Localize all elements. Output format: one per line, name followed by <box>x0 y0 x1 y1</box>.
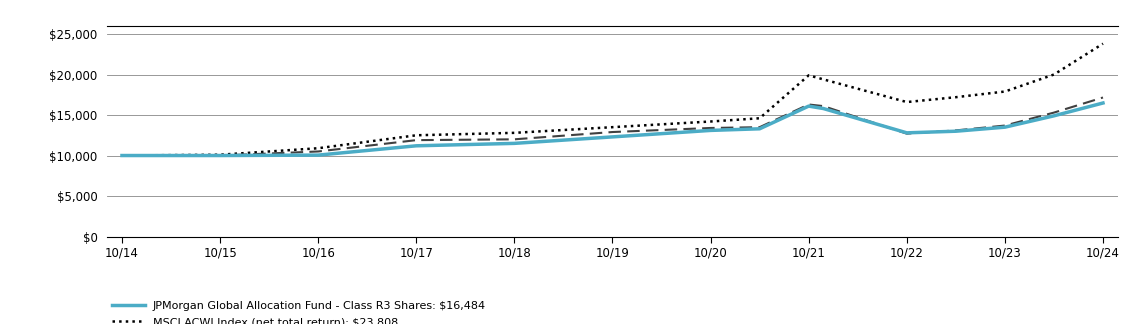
60% MSCI ACWI Index (net total return) / 40% Bloomberg Global Aggregate ex China
Index-Unhedged USD: $17,163: (7.15, 1.61e+04): $17,163: (7.15, 1.61e+04) <box>816 104 830 108</box>
JPMorgan Global Allocation Fund - Class R3 Shares: $16,484: (9.5, 1.49e+04): $16,484: (9.5, 1.49e+04) <box>1048 114 1061 118</box>
JPMorgan Global Allocation Fund - Class R3 Shares: $16,484: (9, 1.35e+04): $16,484: (9, 1.35e+04) <box>998 125 1012 129</box>
60% MSCI ACWI Index (net total return) / 40% Bloomberg Global Aggregate ex China
Index-Unhedged USD: $17,163: (5, 1.29e+04): $17,163: (5, 1.29e+04) <box>606 130 620 134</box>
JPMorgan Global Allocation Fund - Class R3 Shares: $16,484: (3, 1.12e+04): $16,484: (3, 1.12e+04) <box>410 144 423 148</box>
60% MSCI ACWI Index (net total return) / 40% Bloomberg Global Aggregate ex China
Index-Unhedged USD: $17,163: (0, 1e+04): $17,163: (0, 1e+04) <box>115 154 129 157</box>
60% MSCI ACWI Index (net total return) / 40% Bloomberg Global Aggregate ex China
Index-Unhedged USD: $17,163: (3, 1.19e+04): $17,163: (3, 1.19e+04) <box>410 138 423 142</box>
JPMorgan Global Allocation Fund - Class R3 Shares: $16,484: (7.15, 1.58e+04): $16,484: (7.15, 1.58e+04) <box>816 107 830 110</box>
MSCI ACWI Index (net total return): $23,808: (6.5, 1.46e+04): $23,808: (6.5, 1.46e+04) <box>753 116 767 120</box>
MSCI ACWI Index (net total return): $23,808: (3, 1.25e+04): $23,808: (3, 1.25e+04) <box>410 133 423 137</box>
MSCI ACWI Index (net total return): $23,808: (9, 1.79e+04): $23,808: (9, 1.79e+04) <box>998 89 1012 93</box>
MSCI ACWI Index (net total return): $23,808: (6, 1.42e+04): $23,808: (6, 1.42e+04) <box>703 120 717 123</box>
60% MSCI ACWI Index (net total return) / 40% Bloomberg Global Aggregate ex China
Index-Unhedged USD: $17,163: (10, 1.72e+04): $17,163: (10, 1.72e+04) <box>1096 96 1110 99</box>
MSCI ACWI Index (net total return): $23,808: (2, 1.09e+04): $23,808: (2, 1.09e+04) <box>312 146 325 150</box>
MSCI ACWI Index (net total return): $23,808: (0, 1e+04): $23,808: (0, 1e+04) <box>115 154 129 157</box>
JPMorgan Global Allocation Fund - Class R3 Shares: $16,484: (7, 1.61e+04): $16,484: (7, 1.61e+04) <box>802 104 815 108</box>
60% MSCI ACWI Index (net total return) / 40% Bloomberg Global Aggregate ex China
Index-Unhedged USD: $17,163: (4, 1.2e+04): $17,163: (4, 1.2e+04) <box>508 137 522 141</box>
60% MSCI ACWI Index (net total return) / 40% Bloomberg Global Aggregate ex China
Index-Unhedged USD: $17,163: (6, 1.34e+04): $17,163: (6, 1.34e+04) <box>703 126 717 130</box>
MSCI ACWI Index (net total return): $23,808: (8.5, 1.72e+04): $23,808: (8.5, 1.72e+04) <box>949 95 963 99</box>
JPMorgan Global Allocation Fund - Class R3 Shares: $16,484: (5, 1.23e+04): $16,484: (5, 1.23e+04) <box>606 135 620 139</box>
Line: JPMorgan Global Allocation Fund - Class R3 Shares: $16,484: JPMorgan Global Allocation Fund - Class … <box>122 103 1103 156</box>
60% MSCI ACWI Index (net total return) / 40% Bloomberg Global Aggregate ex China
Index-Unhedged USD: $17,163: (8, 1.27e+04): $17,163: (8, 1.27e+04) <box>900 132 913 135</box>
MSCI ACWI Index (net total return): $23,808: (10, 2.38e+04): $23,808: (10, 2.38e+04) <box>1096 42 1110 46</box>
Legend: JPMorgan Global Allocation Fund - Class R3 Shares: $16,484, MSCI ACWI Index (net: JPMorgan Global Allocation Fund - Class … <box>107 295 630 324</box>
60% MSCI ACWI Index (net total return) / 40% Bloomberg Global Aggregate ex China
Index-Unhedged USD: $17,163: (7, 1.63e+04): $17,163: (7, 1.63e+04) <box>802 102 815 106</box>
JPMorgan Global Allocation Fund - Class R3 Shares: $16,484: (2, 1e+04): $16,484: (2, 1e+04) <box>312 153 325 157</box>
60% MSCI ACWI Index (net total return) / 40% Bloomberg Global Aggregate ex China
Index-Unhedged USD: $17,163: (1, 1e+04): $17,163: (1, 1e+04) <box>213 154 227 157</box>
JPMorgan Global Allocation Fund - Class R3 Shares: $16,484: (8.5, 1.3e+04): $16,484: (8.5, 1.3e+04) <box>949 129 963 133</box>
60% MSCI ACWI Index (net total return) / 40% Bloomberg Global Aggregate ex China
Index-Unhedged USD: $17,163: (6.5, 1.35e+04): $17,163: (6.5, 1.35e+04) <box>753 125 767 129</box>
Line: 60% MSCI ACWI Index (net total return) / 40% Bloomberg Global Aggregate ex China
Index-Unhedged USD: $17,163: 60% MSCI ACWI Index (net total return) /… <box>122 98 1103 156</box>
JPMorgan Global Allocation Fund - Class R3 Shares: $16,484: (10, 1.65e+04): $16,484: (10, 1.65e+04) <box>1096 101 1110 105</box>
JPMorgan Global Allocation Fund - Class R3 Shares: $16,484: (6.5, 1.33e+04): $16,484: (6.5, 1.33e+04) <box>753 127 767 131</box>
60% MSCI ACWI Index (net total return) / 40% Bloomberg Global Aggregate ex China
Index-Unhedged USD: $17,163: (2, 1.05e+04): $17,163: (2, 1.05e+04) <box>312 149 325 153</box>
Line: MSCI ACWI Index (net total return): $23,808: MSCI ACWI Index (net total return): $23,… <box>122 44 1103 156</box>
JPMorgan Global Allocation Fund - Class R3 Shares: $16,484: (8, 1.28e+04): $16,484: (8, 1.28e+04) <box>900 131 913 135</box>
MSCI ACWI Index (net total return): $23,808: (9.5, 2e+04): $23,808: (9.5, 2e+04) <box>1048 73 1061 76</box>
JPMorgan Global Allocation Fund - Class R3 Shares: $16,484: (4, 1.15e+04): $16,484: (4, 1.15e+04) <box>508 141 522 145</box>
JPMorgan Global Allocation Fund - Class R3 Shares: $16,484: (1, 1e+04): $16,484: (1, 1e+04) <box>213 154 227 157</box>
MSCI ACWI Index (net total return): $23,808: (7, 1.99e+04): $23,808: (7, 1.99e+04) <box>802 74 815 77</box>
JPMorgan Global Allocation Fund - Class R3 Shares: $16,484: (6, 1.31e+04): $16,484: (6, 1.31e+04) <box>703 128 717 132</box>
MSCI ACWI Index (net total return): $23,808: (8, 1.66e+04): $23,808: (8, 1.66e+04) <box>900 100 913 104</box>
MSCI ACWI Index (net total return): $23,808: (7.15, 1.94e+04): $23,808: (7.15, 1.94e+04) <box>816 77 830 81</box>
MSCI ACWI Index (net total return): $23,808: (4, 1.28e+04): $23,808: (4, 1.28e+04) <box>508 131 522 135</box>
MSCI ACWI Index (net total return): $23,808: (5, 1.35e+04): $23,808: (5, 1.35e+04) <box>606 125 620 129</box>
60% MSCI ACWI Index (net total return) / 40% Bloomberg Global Aggregate ex China
Index-Unhedged USD: $17,163: (8.5, 1.31e+04): $17,163: (8.5, 1.31e+04) <box>949 128 963 132</box>
MSCI ACWI Index (net total return): $23,808: (1, 1.01e+04): $23,808: (1, 1.01e+04) <box>213 153 227 156</box>
JPMorgan Global Allocation Fund - Class R3 Shares: $16,484: (0, 1e+04): $16,484: (0, 1e+04) <box>115 154 129 157</box>
60% MSCI ACWI Index (net total return) / 40% Bloomberg Global Aggregate ex China
Index-Unhedged USD: $17,163: (9.5, 1.53e+04): $17,163: (9.5, 1.53e+04) <box>1048 110 1061 114</box>
60% MSCI ACWI Index (net total return) / 40% Bloomberg Global Aggregate ex China
Index-Unhedged USD: $17,163: (9, 1.37e+04): $17,163: (9, 1.37e+04) <box>998 123 1012 127</box>
